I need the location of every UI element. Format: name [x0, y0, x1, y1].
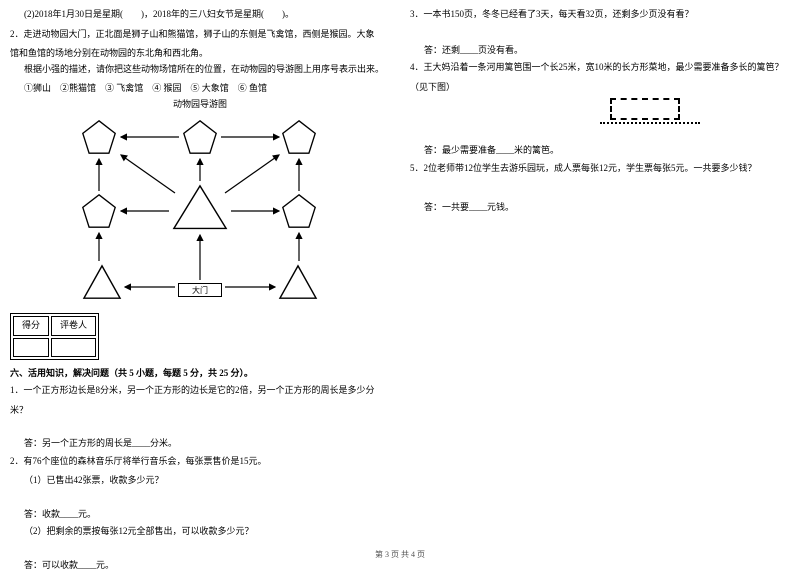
problem-4a: 4．王大妈沿着一条河用篱笆围一个长25米，宽10米的长方形菜地，最少需要准备多长…	[410, 61, 790, 75]
legend: ①狮山 ②熊猫馆 ③ 飞禽馆 ④ 猴园 ⑤ 大象馆 ⑥ 鱼馆	[24, 82, 390, 96]
problem-4-ans: 答：最少需要准备____米的篱笆。	[424, 144, 790, 158]
problem-5: 5．2位老师带12位学生去游乐园玩，成人票每张12元，学生票每张5元。一共要多少…	[410, 162, 790, 176]
problem-1-ans: 答：另一个正方形的周长是____分米。	[24, 437, 390, 451]
problem-1b: 米？	[10, 404, 390, 418]
score-label: 得分	[13, 316, 49, 336]
q2-2a: 2．走进动物园大门，正北面是狮子山和熊猫馆，狮子山的东侧是飞禽馆，西侧是猴园。大…	[10, 28, 390, 42]
q2-2b: 馆和鱼馆的场地分别在动物园的东北角和西北角。	[10, 47, 390, 61]
section-6-heading: 六、活用知识，解决问题（共 5 小题，每题 5 分，共 25 分）。	[10, 368, 253, 378]
problem-4b: （见下图）	[410, 81, 790, 95]
zoo-map-diagram: 大门	[75, 115, 325, 305]
score-table: 得分评卷人	[10, 313, 99, 360]
fence-diagram	[570, 98, 790, 124]
q2-sub1: (2)2018年1月30日是星期( )，2018年的三八妇女节是星期( )。	[24, 8, 390, 22]
problem-2b: （1）已售出42张票，收款多少元？	[24, 474, 390, 488]
map-title: 动物园导游图	[10, 98, 390, 112]
problem-2c: （2）把剩余的票按每张12元全部售出，可以收款多少元？	[24, 525, 390, 539]
problem-3: 3．一本书150页，冬冬已经看了3天，每天看32页，还剩多少页没有看？	[410, 8, 790, 22]
q2-2c: 根据小强的描述，请你把这些动物场馆所在的位置，在动物园的导游图上用序号表示出来。	[24, 63, 390, 77]
arrows-svg	[75, 115, 325, 305]
grader-label: 评卷人	[51, 316, 96, 336]
problem-1a: 1．一个正方形边长是8分米，另一个正方形的边长是它的2倍，另一个正方形的周长是多…	[10, 384, 390, 398]
problem-2-ans1: 答：收款____元。	[24, 508, 390, 522]
problem-5-ans: 答：一共要____元钱。	[424, 201, 790, 215]
problem-3-ans: 答：还剩____页没有看。	[424, 44, 790, 58]
page-footer: 第 3 页 共 4 页	[0, 549, 800, 561]
problem-2a: 2．有76个座位的森林音乐厅将举行音乐会，每张票售价是15元。	[10, 455, 390, 469]
